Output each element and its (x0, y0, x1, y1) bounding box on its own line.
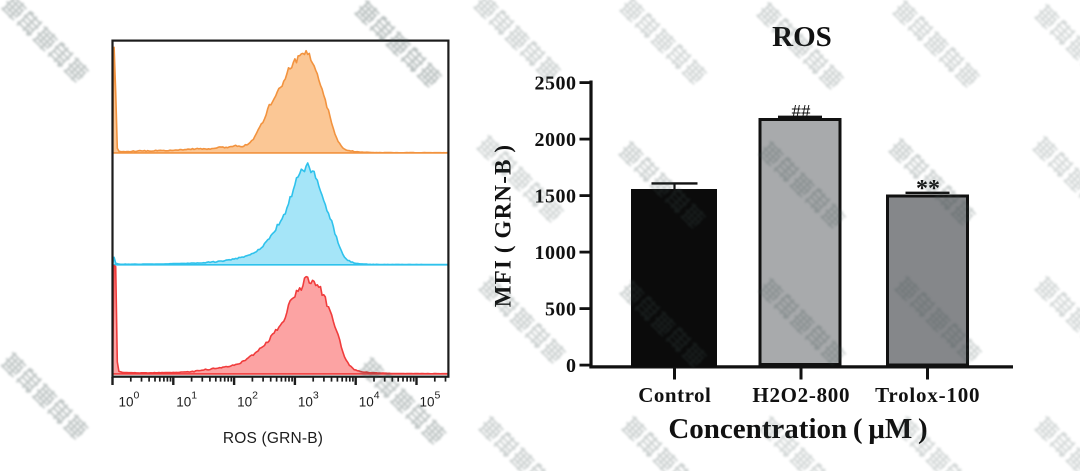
svg-text:10: 10 (119, 395, 134, 410)
svg-text:10: 10 (176, 395, 191, 410)
svg-text:2500: 2500 (535, 73, 577, 95)
svg-text:2000: 2000 (535, 129, 577, 151)
svg-text:ROS (GRN-B): ROS (GRN-B) (223, 430, 323, 447)
svg-text:4: 4 (374, 390, 380, 402)
svg-text:1500: 1500 (535, 186, 577, 208)
svg-text:5: 5 (435, 390, 441, 402)
svg-text:H2O2-800: H2O2-800 (752, 383, 850, 407)
svg-text:10: 10 (237, 395, 252, 410)
svg-text:10: 10 (420, 395, 435, 410)
svg-text:0: 0 (134, 390, 140, 402)
svg-text:Control: Control (638, 383, 711, 407)
svg-text:1: 1 (191, 390, 197, 402)
svg-text:Trolox-100: Trolox-100 (875, 383, 980, 407)
svg-text:10: 10 (298, 395, 313, 410)
svg-text:10: 10 (359, 395, 374, 410)
svg-text:Concentration ( μM ): Concentration ( μM ) (668, 413, 927, 445)
svg-text:500: 500 (545, 299, 577, 321)
svg-text:0: 0 (566, 355, 577, 377)
svg-text:3: 3 (313, 390, 319, 402)
svg-text:##: ## (792, 102, 812, 123)
svg-text:2: 2 (252, 390, 258, 402)
svg-text:1000: 1000 (535, 242, 577, 264)
